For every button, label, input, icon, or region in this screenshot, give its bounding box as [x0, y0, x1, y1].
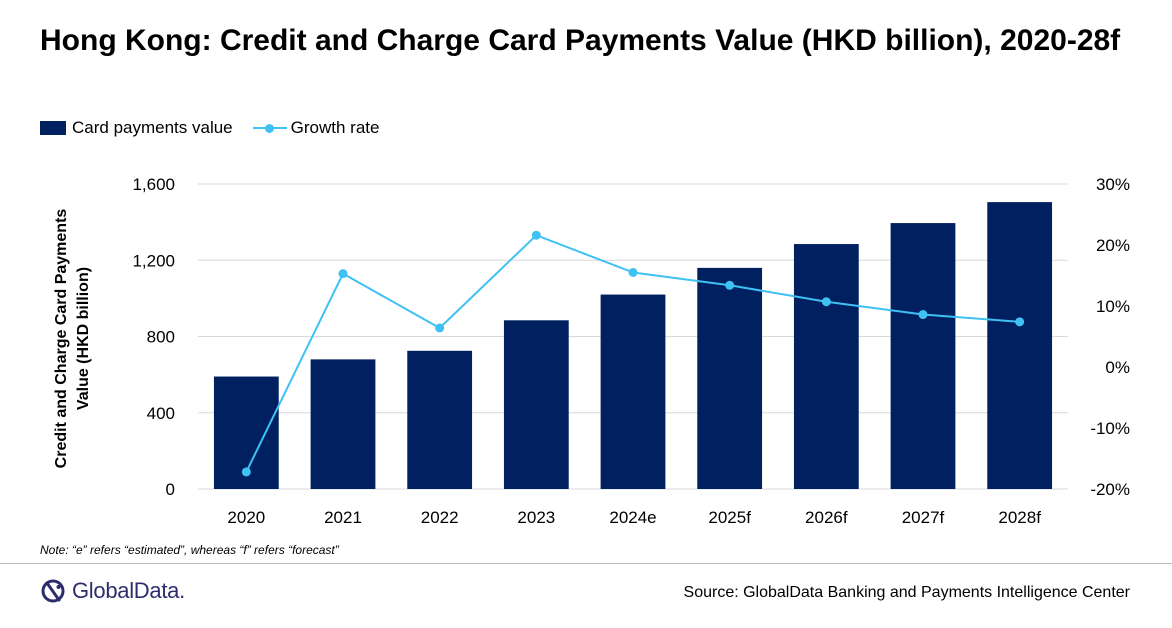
growth-line — [241, 230, 1025, 477]
x-axis-ticks: 2020 2021 2022 2023 2024e 2025f 2026f 2027f 2028… — [227, 508, 1041, 527]
bar — [890, 223, 956, 489]
globaldata-logo-icon — [41, 579, 65, 603]
y-axis-label-line1: Credit and Charge Card Payments — [53, 209, 70, 469]
bar — [793, 244, 859, 489]
legend-item-line: Growth rate — [252, 118, 380, 138]
y2-tick-label: 0% — [1105, 358, 1130, 377]
y2-tick-label: -20% — [1090, 480, 1130, 499]
source: Source: GlobalData Banking and Payments … — [683, 584, 1130, 601]
growth-point — [338, 269, 348, 279]
legend-label-line: Growth rate — [290, 118, 380, 137]
bar — [407, 350, 473, 489]
legend-item-bar: Card payments value — [40, 118, 233, 138]
logo: GlobalData. — [40, 578, 185, 604]
legend-label-bar: Card payments value — [72, 118, 233, 137]
y2-tick-label: -10% — [1090, 419, 1130, 438]
x-tick-label: 2028f — [998, 508, 1041, 527]
growth-point — [821, 297, 831, 307]
y2-tick-label: 30% — [1096, 175, 1130, 194]
x-tick-label: 2025f — [708, 508, 751, 527]
x-tick-label: 2022 — [421, 508, 459, 527]
growth-point — [531, 230, 541, 240]
bars — [213, 202, 1053, 489]
growth-point — [241, 467, 251, 477]
y-tick-label: 1,600 — [132, 175, 175, 194]
bar — [697, 267, 763, 489]
note: Note: “e” refers “estimated”, whereas “f… — [40, 543, 339, 557]
y-axis-right-ticks: -20% -10% 0% 10% 20% 30% — [1090, 175, 1130, 499]
y-tick-label: 400 — [147, 404, 175, 423]
legend: Card payments value Growth rate — [40, 117, 399, 139]
y-axis-left-ticks: 0 400 800 1,200 1,600 — [132, 175, 175, 499]
x-tick-label: 2027f — [902, 508, 945, 527]
y2-tick-label: 20% — [1096, 236, 1130, 255]
growth-point — [628, 267, 638, 277]
x-tick-label: 2021 — [324, 508, 362, 527]
bar — [503, 320, 569, 489]
y-tick-label: 1,200 — [132, 251, 175, 270]
growth-point — [435, 323, 445, 333]
growth-point — [725, 280, 735, 290]
chart-title: Hong Kong: Credit and Charge Card Paymen… — [40, 24, 1121, 57]
x-tick-label: 2020 — [227, 508, 265, 527]
y-axis-label-line2: Value (HKD billion) — [75, 267, 92, 410]
growth-point — [918, 310, 928, 320]
growth-point — [1015, 317, 1025, 327]
legend-swatch-bar — [40, 121, 66, 135]
bar — [310, 359, 376, 489]
bar — [987, 202, 1053, 489]
legend-swatch-line — [252, 121, 287, 135]
bar — [600, 294, 666, 489]
y-axis-label: Credit and Charge Card Payments Value (HK… — [53, 209, 92, 469]
x-tick-label: 2026f — [805, 508, 848, 527]
y2-tick-label: 10% — [1096, 297, 1130, 316]
footer-divider — [0, 563, 1172, 564]
x-tick-label: 2023 — [517, 508, 555, 527]
y-tick-label: 800 — [147, 328, 175, 347]
logo-text: GlobalData. — [72, 578, 185, 603]
y-tick-label: 0 — [166, 480, 175, 499]
x-tick-label: 2024e — [609, 508, 656, 527]
